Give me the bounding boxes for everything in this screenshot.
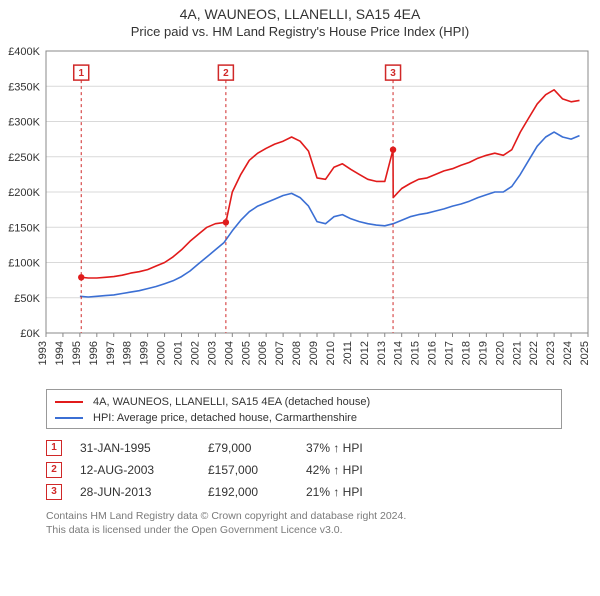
svg-text:£50K: £50K (14, 293, 40, 305)
svg-text:2019: 2019 (477, 341, 489, 365)
svg-text:2013: 2013 (376, 341, 388, 365)
marker-badge-2: 2 (46, 462, 62, 478)
marker-row: 1 31-JAN-1995 £79,000 37% ↑ HPI (46, 437, 562, 459)
price-chart: £0K £50K £100K £150K £200K £250K £300K £350K £40… (0, 43, 600, 383)
svg-text:1998: 1998 (122, 341, 134, 365)
page-subtitle: Price paid vs. HM Land Registry's House … (0, 24, 600, 39)
svg-text:2018: 2018 (460, 341, 472, 365)
marker-badge-3: 3 (46, 484, 62, 500)
footer-line-2: This data is licensed under the Open Gov… (46, 523, 562, 537)
svg-text:2017: 2017 (444, 341, 456, 365)
marker-price: £192,000 (208, 485, 288, 499)
svg-text:2001: 2001 (173, 341, 185, 365)
svg-text:2011: 2011 (342, 341, 354, 365)
marker-price: £79,000 (208, 441, 288, 455)
svg-text:£350K: £350K (8, 81, 40, 93)
svg-text:1993: 1993 (37, 341, 49, 365)
svg-text:£400K: £400K (8, 46, 40, 58)
marker-table: 1 31-JAN-1995 £79,000 37% ↑ HPI 2 12-AUG… (46, 437, 562, 503)
svg-text:1: 1 (78, 68, 84, 79)
svg-text:2009: 2009 (308, 341, 320, 365)
svg-text:2023: 2023 (545, 341, 557, 365)
svg-text:£300K: £300K (8, 117, 40, 129)
marker-delta: 42% ↑ HPI (306, 463, 396, 477)
svg-text:1996: 1996 (88, 341, 100, 365)
svg-text:£0K: £0K (20, 328, 40, 340)
footer-line-1: Contains HM Land Registry data © Crown c… (46, 509, 562, 523)
svg-text:1999: 1999 (139, 341, 151, 365)
svg-text:£200K: £200K (8, 187, 40, 199)
svg-text:2005: 2005 (240, 341, 252, 365)
svg-text:£150K: £150K (8, 222, 40, 234)
svg-text:3: 3 (390, 68, 396, 79)
marker-row: 3 28-JUN-2013 £192,000 21% ↑ HPI (46, 481, 562, 503)
svg-text:2020: 2020 (494, 341, 506, 365)
page-title: 4A, WAUNEOS, LLANELLI, SA15 4EA (0, 6, 600, 22)
svg-text:1995: 1995 (71, 341, 83, 365)
svg-text:2021: 2021 (511, 341, 523, 365)
svg-text:2025: 2025 (579, 341, 591, 365)
svg-text:2000: 2000 (156, 341, 168, 365)
marker-row: 2 12-AUG-2003 £157,000 42% ↑ HPI (46, 459, 562, 481)
svg-text:2003: 2003 (206, 341, 218, 365)
legend-swatch (55, 417, 83, 419)
svg-text:2014: 2014 (393, 341, 405, 365)
legend-label: HPI: Average price, detached house, Carm… (93, 412, 357, 424)
marker-price: £157,000 (208, 463, 288, 477)
svg-text:1994: 1994 (54, 341, 66, 365)
footer: Contains HM Land Registry data © Crown c… (46, 509, 562, 537)
svg-text:2010: 2010 (325, 341, 337, 365)
marker-delta: 21% ↑ HPI (306, 485, 396, 499)
legend-swatch (55, 401, 83, 403)
marker-date: 28-JUN-2013 (80, 485, 190, 499)
marker-date: 12-AUG-2003 (80, 463, 190, 477)
svg-text:2012: 2012 (359, 341, 371, 365)
chart-container: £0K £50K £100K £150K £200K £250K £300K £350K £40… (0, 43, 600, 383)
svg-text:2016: 2016 (427, 341, 439, 365)
legend-item-property: 4A, WAUNEOS, LLANELLI, SA15 4EA (detache… (55, 394, 553, 410)
legend-label: 4A, WAUNEOS, LLANELLI, SA15 4EA (detache… (93, 396, 370, 408)
svg-text:2007: 2007 (274, 341, 286, 365)
svg-text:2015: 2015 (410, 341, 422, 365)
legend: 4A, WAUNEOS, LLANELLI, SA15 4EA (detache… (46, 389, 562, 429)
legend-item-hpi: HPI: Average price, detached house, Carm… (55, 410, 553, 426)
svg-text:£100K: £100K (8, 258, 40, 270)
marker-delta: 37% ↑ HPI (306, 441, 396, 455)
marker-date: 31-JAN-1995 (80, 441, 190, 455)
svg-text:2006: 2006 (257, 341, 269, 365)
svg-text:2024: 2024 (562, 341, 574, 365)
svg-text:£250K: £250K (8, 152, 40, 164)
svg-text:2008: 2008 (291, 341, 303, 365)
svg-text:2022: 2022 (528, 341, 540, 365)
svg-text:2: 2 (223, 68, 229, 79)
svg-text:1997: 1997 (105, 341, 117, 365)
svg-text:2002: 2002 (189, 341, 201, 365)
marker-badge-1: 1 (46, 440, 62, 456)
svg-text:2004: 2004 (223, 341, 235, 365)
